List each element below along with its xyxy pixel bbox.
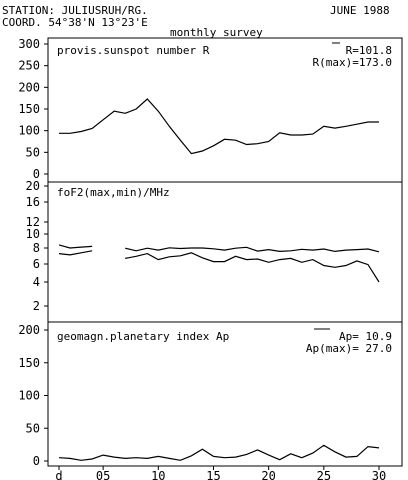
panel-frame <box>47 181 403 323</box>
x-tick-label: 15 <box>206 469 220 480</box>
y-tick-label: 150 <box>18 356 40 370</box>
series-1-line <box>58 244 93 249</box>
x-tick-label: 20 <box>261 469 275 480</box>
panel-title: provis.sunspot number R <box>57 44 210 57</box>
y-tick-label: 150 <box>18 102 40 116</box>
station-label: STATION: JULIUSRUH/RG. <box>2 4 148 17</box>
panel-title: geomagn.planetary index Ap <box>57 330 229 343</box>
y-tick-label: 100 <box>18 389 40 403</box>
x-tick-label: d <box>55 469 62 480</box>
series-1-line <box>125 246 380 253</box>
panel-stat: Ap(max)= 27.0 <box>306 342 392 355</box>
x-tick-label: 10 <box>151 469 165 480</box>
panel-stat: Ap= 10.9 <box>339 330 392 343</box>
y-tick-label: 16 <box>26 195 40 209</box>
series-1-line <box>59 98 379 155</box>
panel-frame <box>47 321 403 467</box>
y-tick-label: 0 <box>33 454 40 468</box>
panel-stat: R(max)=173.0 <box>313 56 392 69</box>
panel-1: 0 50 100 150 200 250 300 provis.sunspot number … <box>18 37 403 183</box>
y-tick-label: 20 <box>26 179 40 193</box>
coordinates-label: COORD. 54°38'N 13°23'E <box>2 16 148 29</box>
series-2-line <box>125 252 380 283</box>
y-tick-label: 200 <box>18 80 40 94</box>
y-tick-label: 250 <box>18 59 40 73</box>
y-tick-label: 50 <box>26 421 40 435</box>
series-2-line <box>58 250 93 256</box>
series-1-line <box>58 444 380 461</box>
panel-title: foF2(max,min)/MHz <box>57 186 170 199</box>
y-tick-label: 200 <box>18 323 40 337</box>
y-tick-label: 12 <box>26 215 40 229</box>
date-label: JUNE 1988 <box>330 4 390 17</box>
x-tick-label: 30 <box>372 469 386 480</box>
y-tick-label: 2 <box>33 299 40 313</box>
y-tick-label: 4 <box>33 275 40 289</box>
y-tick-label: 8 <box>33 241 40 255</box>
x-tick-label: 05 <box>96 469 110 480</box>
subtitle-label: monthly survey <box>170 26 263 39</box>
y-tick-label: 10 <box>26 227 40 241</box>
y-tick-label: 100 <box>18 124 40 138</box>
y-tick-label: 300 <box>18 37 40 51</box>
panel-stat: R=101.8 <box>346 44 392 57</box>
y-tick-label: 50 <box>26 145 40 159</box>
y-tick-label: 0 <box>33 167 40 181</box>
x-tick-label: 25 <box>317 469 331 480</box>
y-tick-label: 6 <box>33 257 40 271</box>
